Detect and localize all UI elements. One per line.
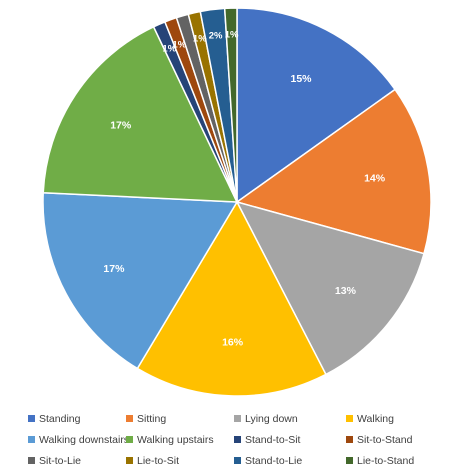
legend-swatch — [126, 457, 133, 464]
legend-item-sit-to-lie: Sit-to-Lie — [28, 450, 126, 471]
legend-swatch — [28, 457, 35, 464]
legend-swatch — [28, 436, 35, 443]
legend-swatch — [126, 415, 133, 422]
legend-swatch — [126, 436, 133, 443]
pie-slice-walking-downstairs — [42, 191, 239, 370]
legend-item-sit-to-stand: Sit-to-Stand — [346, 429, 458, 450]
pie-slice-standing — [236, 7, 397, 204]
pie-slice-sitting — [235, 88, 432, 255]
legend-swatch — [28, 415, 35, 422]
data-label-walking: 16% — [222, 337, 244, 349]
pie-slice-lying-down — [235, 200, 425, 376]
data-label-lie-to-sit: 1% — [193, 33, 207, 44]
legend-label: Walking upstairs — [137, 433, 214, 446]
data-label-lying-down: 13% — [335, 285, 357, 297]
legend-item-lying-down: Lying down — [234, 408, 346, 429]
legend-item-walking: Walking — [346, 408, 458, 429]
legend-label: Lie-to-Sit — [137, 454, 180, 467]
legend-swatch — [234, 457, 241, 464]
legend-label: Stand-to-Lie — [245, 454, 303, 467]
legend-label: Lying down — [245, 412, 298, 425]
legend-label: Standing — [39, 412, 81, 425]
legend-label: Lie-to-Stand — [357, 454, 415, 467]
legend-swatch — [234, 436, 241, 443]
legend-item-walking-upstairs: Walking upstairs — [126, 429, 234, 450]
legend-item-lie-to-sit: Lie-to-Sit — [126, 450, 234, 471]
pie-slice-walking — [136, 200, 327, 397]
pie-slice-lie-to-stand — [223, 7, 238, 203]
legend-swatch — [346, 436, 353, 443]
legend-swatch — [234, 415, 241, 422]
legend-item-lie-to-stand: Lie-to-Stand — [346, 450, 458, 471]
chart-legend: Standing Sitting Lying down Walking Walking … — [28, 408, 468, 471]
legend-label: Sitting — [137, 412, 167, 425]
legend-swatch — [346, 457, 353, 464]
legend-label: Walking downstairs — [39, 433, 130, 446]
legend-label: Sit-to-Lie — [39, 454, 82, 467]
data-label-sitting: 14% — [364, 173, 386, 185]
pie-slice-walking-upstairs — [42, 25, 239, 203]
data-label-standing: 15% — [290, 73, 312, 85]
legend-swatch — [346, 415, 353, 422]
legend-item-standing: Standing — [28, 408, 126, 429]
data-label-lie-to-stand: 1% — [225, 29, 239, 40]
data-label-stand-to-sit: 1% — [162, 43, 176, 54]
legend-label: Walking — [357, 412, 394, 425]
data-label-stand-to-lie: 2% — [209, 31, 223, 42]
data-label-sit-to-stand: 1% — [172, 39, 186, 50]
legend-label: Sit-to-Stand — [357, 433, 413, 446]
legend-item-stand-to-lie: Stand-to-Lie — [234, 450, 346, 471]
legend-item-stand-to-sit: Stand-to-Sit — [234, 429, 346, 450]
data-label-walking-upstairs: 17% — [110, 120, 132, 132]
legend-item-walking-downstairs: Walking downstairs — [28, 429, 130, 450]
legend-label: Stand-to-Sit — [245, 433, 301, 446]
data-label-walking-downstairs: 17% — [103, 263, 125, 275]
legend-item-sitting: Sitting — [126, 408, 234, 429]
